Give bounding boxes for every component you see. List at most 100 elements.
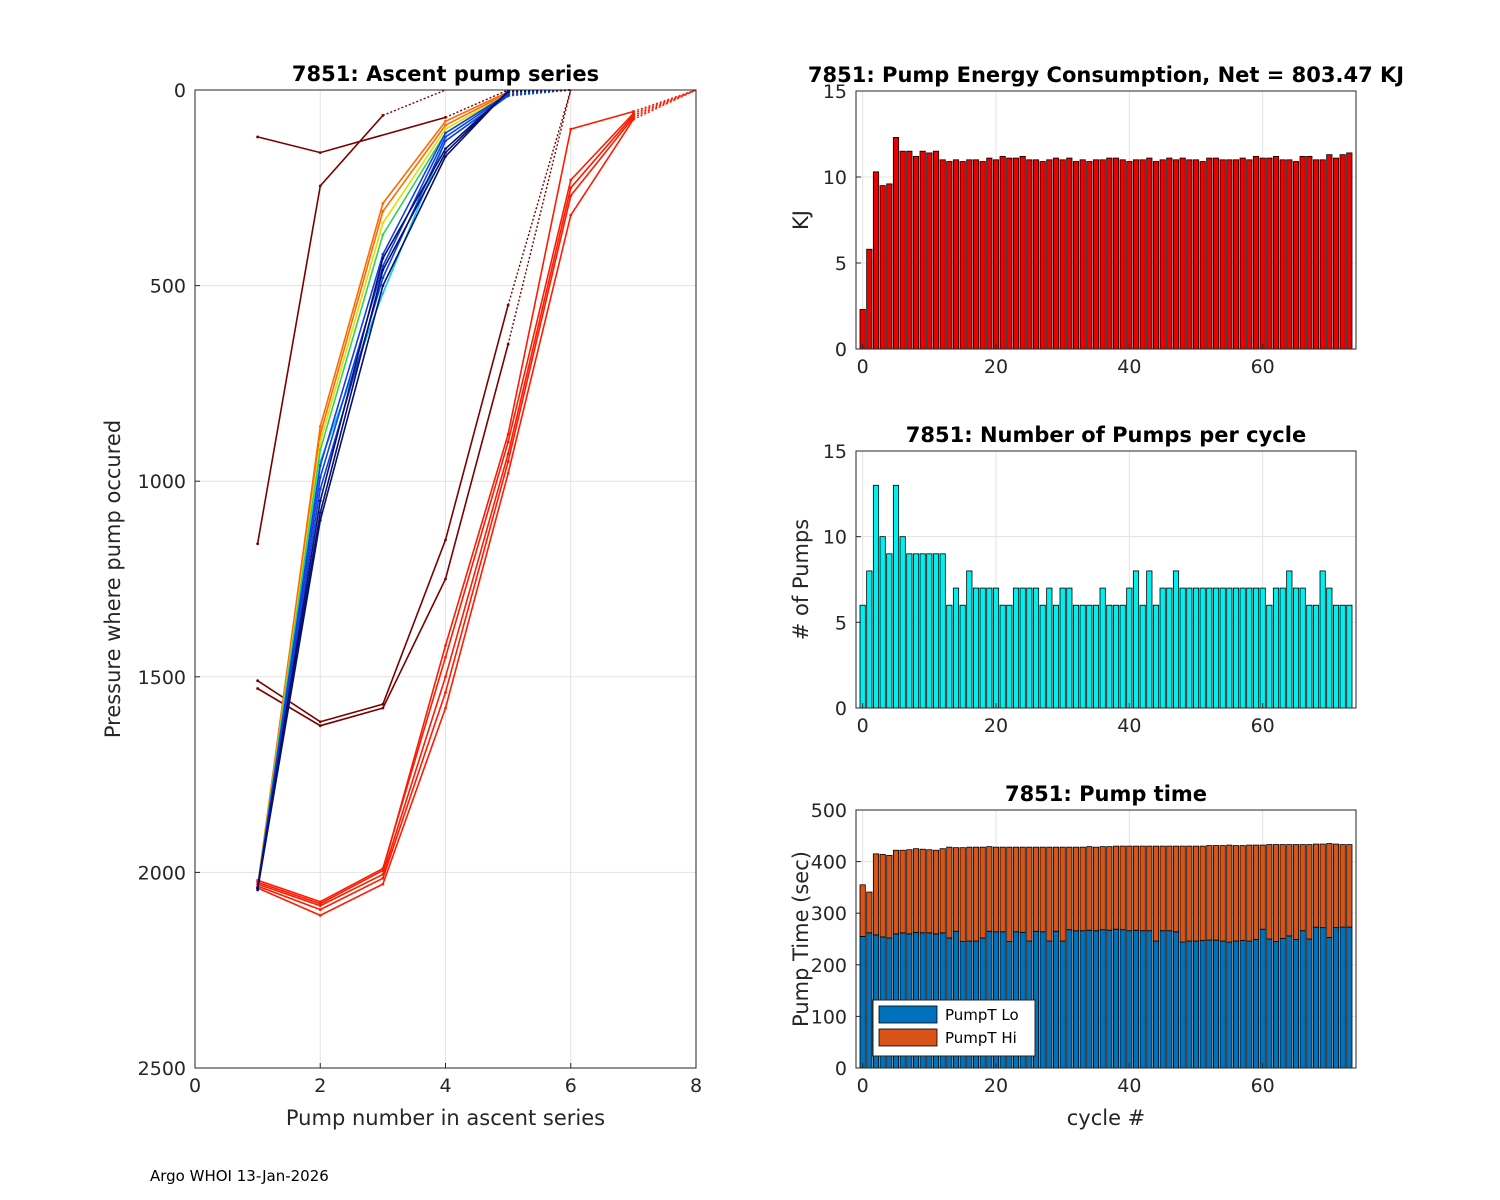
pumptime-axes-box	[855, 809, 1357, 1069]
numpumps-ytick-label: 15	[823, 441, 847, 463]
ascent-title: 7851: Ascent pump series	[292, 62, 599, 86]
numpumps-bar	[1032, 587, 1040, 709]
pumptime-bar-hi	[879, 853, 886, 938]
pumptime-bar-hi	[859, 884, 866, 937]
pumptime-bar-lo	[1126, 930, 1133, 1069]
ascent-point-darkred-3	[506, 303, 510, 307]
energy-bar	[1092, 159, 1100, 350]
energy-bar	[866, 248, 873, 350]
pumptime-bar-lo	[1092, 930, 1100, 1069]
energy-bar	[1319, 159, 1326, 350]
energy-bar	[1292, 161, 1300, 350]
pumptime-legend-label: PumpT Lo	[945, 1006, 1019, 1024]
energy-bar	[932, 150, 940, 350]
ascent-point-darkred-3	[318, 720, 322, 724]
pumptime-bar-hi	[1092, 846, 1100, 932]
numpumps-bar	[1179, 587, 1186, 709]
energy-bar	[1206, 157, 1213, 350]
numpumps-bar	[1139, 604, 1146, 709]
ascent-point-red-1	[631, 112, 635, 115]
pumptime-bar-lo	[1112, 928, 1120, 1069]
numpumps-bar	[1086, 604, 1093, 709]
pumptime-ytick-label: 300	[811, 903, 847, 925]
numpumps-bar	[1212, 587, 1220, 709]
ascent-surface-darkred-1	[445, 89, 509, 119]
pumptime-bar-hi	[1106, 846, 1113, 931]
pumptime-bar-hi	[966, 846, 973, 942]
ascent-point-blue-3	[381, 276, 385, 280]
pumptime-bar-hi	[1332, 843, 1340, 929]
numpumps-bar	[1279, 587, 1286, 709]
ascent-point-navy-1	[444, 147, 447, 151]
pumptime-bar-hi	[939, 848, 946, 934]
pumptime-bar-lo	[1239, 940, 1246, 1069]
numpumps-bar	[1186, 587, 1193, 709]
energy-bar	[1012, 157, 1020, 350]
energy-bar	[939, 159, 946, 350]
pumptime-bar-lo	[1259, 928, 1266, 1069]
pumptime-bar-hi	[959, 847, 966, 942]
pumptime-bar-hi	[1152, 845, 1160, 942]
pumptime-bar-hi	[1026, 846, 1033, 942]
ascent-point-darkred-1	[318, 151, 322, 154]
ascent-point-blue-3	[506, 94, 510, 98]
pumptime-bar-hi	[1306, 844, 1313, 940]
energy-bar	[859, 309, 866, 350]
pumptime-bar-hi	[1292, 844, 1300, 940]
ascent-xtick-label: 8	[690, 1075, 702, 1097]
energy-bar	[899, 150, 906, 350]
pumptime-bar-lo	[1106, 929, 1113, 1069]
pumptime-bar-hi	[1079, 846, 1086, 932]
pumptime-bar-hi	[886, 855, 893, 939]
ascent-point-red-4	[444, 706, 447, 710]
pumptime-bar-lo	[1132, 929, 1140, 1069]
ascent-point-red-5	[506, 432, 510, 436]
pumptime-bar-lo	[1252, 939, 1260, 1069]
energy-bar	[1039, 161, 1046, 350]
energy-ytick-label: 0	[835, 339, 847, 361]
ascent-series-blue-3	[256, 95, 509, 889]
energy-bar	[1312, 159, 1320, 350]
pumptime-bar-lo	[1079, 930, 1086, 1069]
numpumps-bar	[906, 553, 913, 709]
ascent-point-orange-2	[444, 123, 447, 127]
pumptime-bar-hi	[1119, 845, 1126, 931]
ascent-point-red-2	[631, 114, 635, 117]
energy-bar	[1139, 159, 1146, 350]
numpumps-bar	[972, 587, 980, 709]
numpumps-bar	[1006, 604, 1013, 709]
energy-bar	[1246, 159, 1253, 350]
pumptime-bar-hi	[972, 846, 980, 942]
numpumps-bar	[932, 553, 940, 709]
energy-bar	[992, 159, 1000, 350]
ascent-ytick-label: 0	[174, 80, 186, 102]
numpumps-bar	[1239, 587, 1246, 709]
pumptime-bar-hi	[1012, 846, 1020, 933]
energy-bar	[926, 152, 933, 350]
numpumps-bar	[912, 553, 920, 709]
numpumps-xtick-label: 60	[1251, 715, 1275, 737]
pumptime-bar-lo	[1306, 938, 1313, 1069]
energy-bar	[1046, 159, 1053, 350]
numpumps-bar	[1272, 587, 1280, 709]
pumptime-bar-lo	[1219, 940, 1226, 1069]
ascent-surface-red-1	[633, 89, 697, 115]
energy-bar	[1026, 159, 1033, 350]
pumptime-bar-hi	[1112, 845, 1120, 930]
energy-bar	[1306, 155, 1313, 350]
numpumps-bar	[1066, 587, 1073, 709]
energy-bar	[1339, 154, 1346, 350]
numpumps-bars	[859, 484, 1353, 709]
pumptime-legend-swatch	[878, 1005, 938, 1024]
pumptime-bar-lo	[1146, 930, 1153, 1069]
ascent-point-green-1	[381, 233, 385, 237]
ascent-xtick-label: 4	[439, 1075, 451, 1097]
pumptime-bar-lo	[866, 932, 873, 1069]
energy-bar	[1346, 152, 1353, 350]
ascent-point-darkred-4	[506, 342, 510, 346]
numpumps-xtick-label: 40	[1117, 715, 1141, 737]
ascent-point-orange-1	[444, 119, 447, 123]
pumptime-bar-hi	[1019, 846, 1026, 933]
pumptime-ytick-label: 500	[811, 800, 847, 822]
